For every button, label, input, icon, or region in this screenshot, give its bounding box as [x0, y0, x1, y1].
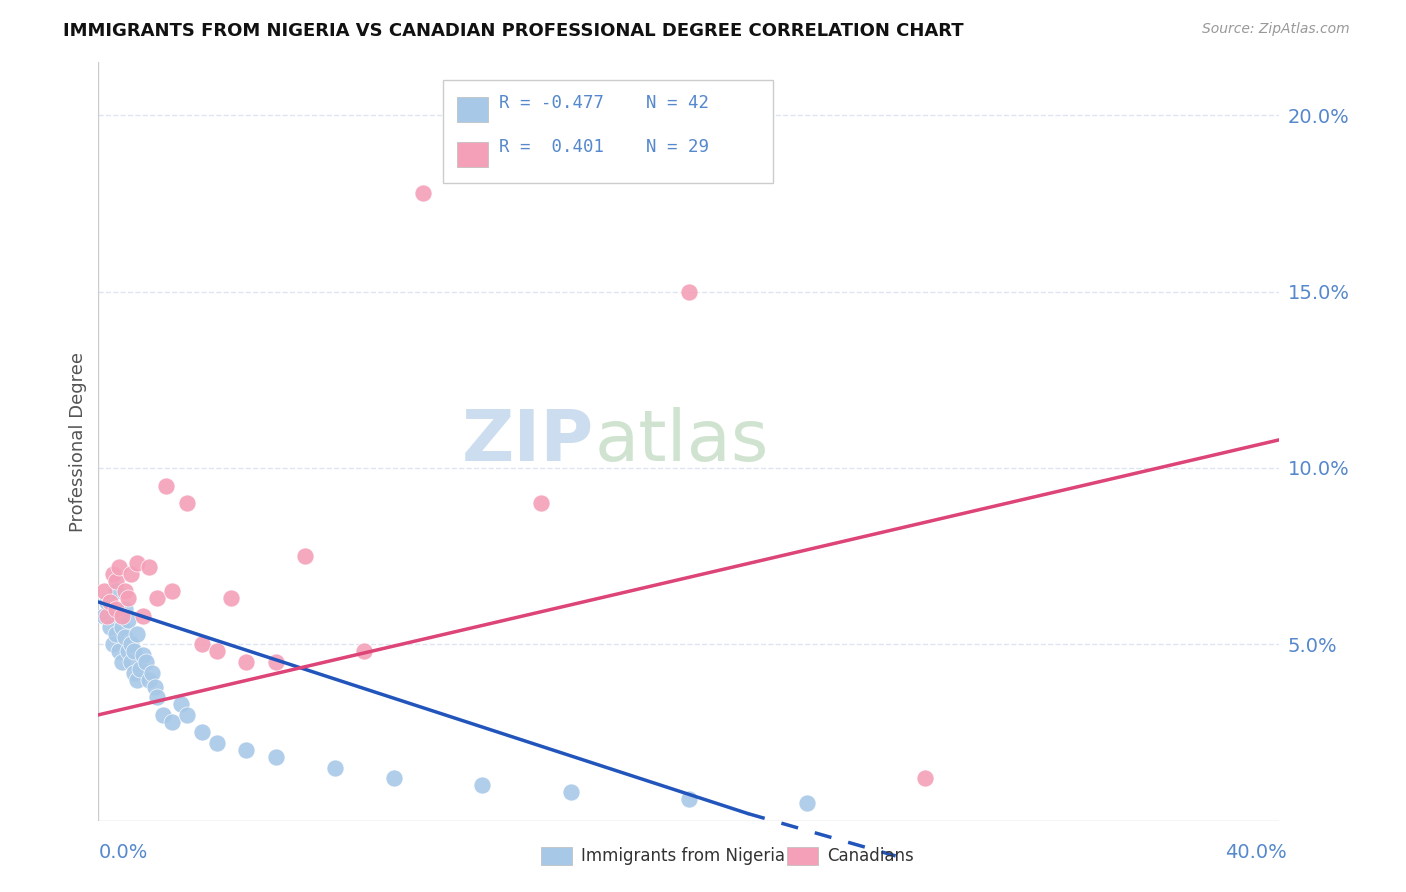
Point: [138, 673, 160, 687]
Point: [105, 626, 128, 640]
Point: [108, 559, 131, 574]
Point: [412, 186, 434, 200]
Point: [96, 609, 118, 624]
Text: Source: ZipAtlas.com: Source: ZipAtlas.com: [1202, 22, 1350, 37]
Point: [678, 285, 700, 299]
Point: [796, 796, 818, 810]
Point: [105, 574, 128, 588]
Point: [114, 584, 136, 599]
Text: ZIP: ZIP: [463, 407, 595, 476]
Point: [235, 655, 257, 669]
Point: [176, 707, 198, 722]
Point: [146, 690, 169, 705]
Text: IMMIGRANTS FROM NIGERIA VS CANADIAN PROFESSIONAL DEGREE CORRELATION CHART: IMMIGRANTS FROM NIGERIA VS CANADIAN PROF…: [63, 22, 965, 40]
Point: [143, 680, 166, 694]
Point: [205, 736, 228, 750]
Point: [221, 591, 243, 606]
Point: [146, 591, 169, 606]
Point: [162, 714, 183, 729]
Point: [323, 761, 346, 775]
Text: Immigrants from Nigeria: Immigrants from Nigeria: [581, 847, 785, 865]
Point: [162, 584, 183, 599]
Point: [114, 602, 136, 616]
Point: [103, 566, 125, 581]
Point: [471, 778, 494, 792]
Text: atlas: atlas: [595, 407, 769, 476]
Point: [152, 707, 174, 722]
Point: [155, 478, 177, 492]
Point: [108, 609, 131, 624]
Point: [117, 591, 139, 606]
Point: [125, 626, 148, 640]
Point: [120, 637, 142, 651]
Point: [141, 665, 163, 680]
Point: [125, 673, 148, 687]
Point: [98, 595, 121, 609]
Text: R = -0.477    N = 42: R = -0.477 N = 42: [499, 94, 709, 112]
Point: [176, 496, 198, 510]
Point: [678, 792, 700, 806]
Point: [264, 750, 287, 764]
Point: [382, 772, 405, 786]
Point: [93, 609, 115, 624]
Point: [914, 772, 936, 786]
Y-axis label: Professional Degree: Professional Degree: [69, 351, 87, 532]
Point: [111, 620, 134, 634]
Point: [132, 648, 155, 662]
Point: [205, 644, 228, 658]
Point: [98, 620, 121, 634]
Point: [264, 655, 287, 669]
Point: [138, 559, 160, 574]
Point: [560, 785, 582, 799]
Point: [353, 644, 375, 658]
Point: [93, 584, 115, 599]
Point: [103, 637, 125, 651]
Point: [117, 613, 139, 627]
Point: [96, 595, 118, 609]
Point: [132, 609, 155, 624]
Point: [235, 743, 257, 757]
Point: [135, 655, 157, 669]
Point: [105, 584, 128, 599]
Text: 40.0%: 40.0%: [1225, 843, 1286, 862]
Point: [125, 556, 148, 570]
Point: [117, 644, 139, 658]
Point: [128, 662, 150, 676]
Point: [108, 644, 131, 658]
Point: [122, 665, 145, 680]
Text: 0.0%: 0.0%: [98, 843, 148, 862]
Point: [120, 566, 142, 581]
Point: [111, 609, 134, 624]
Point: [114, 630, 136, 644]
Point: [191, 637, 214, 651]
Point: [122, 644, 145, 658]
Point: [530, 496, 553, 510]
Point: [294, 549, 316, 563]
Point: [105, 602, 128, 616]
Point: [120, 655, 142, 669]
Text: Canadians: Canadians: [827, 847, 914, 865]
Point: [170, 698, 193, 712]
Point: [191, 725, 214, 739]
Text: R =  0.401    N = 29: R = 0.401 N = 29: [499, 138, 709, 156]
Point: [111, 655, 134, 669]
Point: [103, 602, 125, 616]
